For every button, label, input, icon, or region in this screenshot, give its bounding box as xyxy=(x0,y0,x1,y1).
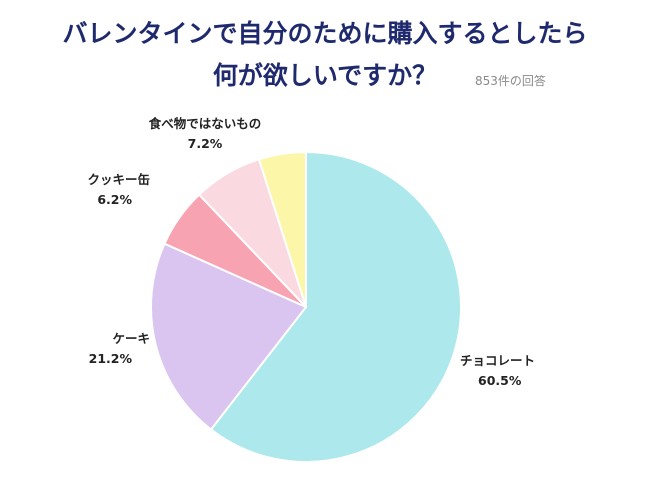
slice-value-3: 7.2% xyxy=(188,136,223,151)
slice-value-1: 21.2% xyxy=(89,351,133,366)
response-count: 853件の回答 xyxy=(475,74,546,88)
pie-slice-0 xyxy=(209,150,462,463)
slice-label-3: 食べ物ではないもの xyxy=(148,116,262,131)
slice-value-0: 60.5% xyxy=(478,373,522,388)
slice-label-0: チョコレート xyxy=(460,353,535,368)
chart-title-line-2: 何が欲しいですか？ xyxy=(212,61,438,90)
slice-label-1: ケーキ xyxy=(112,331,150,346)
slice-value-2: 6.2% xyxy=(97,192,132,207)
pie-labels: チョコレート 60.5% ケーキ 21.2% クッキー缶 6.2% 食べ物ではないもの 7.2… xyxy=(87,116,535,388)
slice-label-2: クッキー缶 xyxy=(87,172,150,187)
chart-title-line-1: バレンタインで自分のために購入するとしたら xyxy=(62,19,588,48)
pie-slices xyxy=(150,150,462,463)
pie-slice-4 xyxy=(257,150,307,308)
